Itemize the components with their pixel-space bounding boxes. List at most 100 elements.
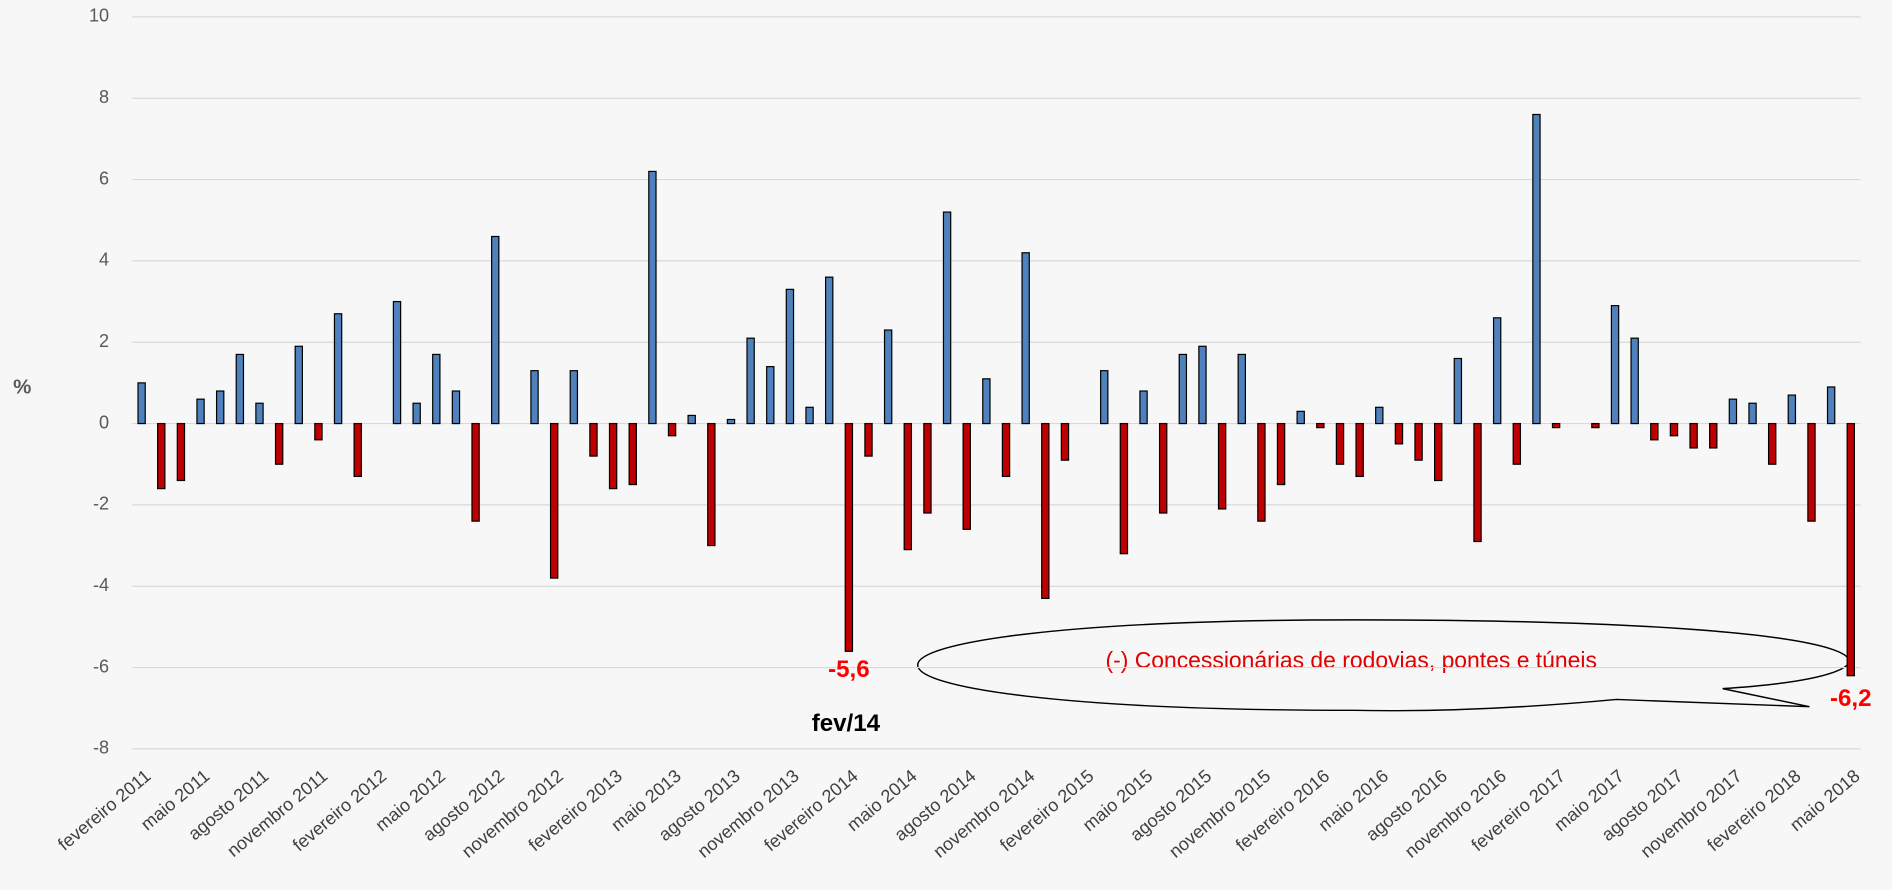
bar [1551,422,1561,429]
bar [1492,317,1502,425]
y-tick-label: 6 [99,168,109,188]
bar [1591,422,1600,429]
bar [726,418,736,425]
bar [687,414,696,425]
bar [451,390,461,425]
bar [628,422,637,486]
callout-bubble [916,619,1850,712]
bar [1119,422,1129,555]
bar [608,422,618,490]
bar [1060,422,1070,461]
bar [589,422,598,457]
x-tick-label: fevereiro 2011 [54,766,154,855]
bar [1394,422,1404,445]
bar [1728,398,1738,425]
bar [255,402,264,425]
data-label: -6,2 [1830,685,1872,712]
bar [1473,422,1482,543]
bar [1100,370,1109,425]
bar [1276,422,1286,486]
bar [549,422,559,579]
bar [569,370,579,425]
x-tick-label: novembro 2016 [1401,766,1510,862]
bar [1807,422,1816,522]
bar [1532,113,1541,425]
bar [1139,390,1148,425]
y-tick-label: -2 [93,494,109,514]
bar [1198,345,1207,425]
bar [864,422,873,457]
bar [1748,402,1757,425]
bar [648,170,657,425]
bar [923,422,932,514]
bar [1375,406,1384,425]
data-label: -5,6 [828,656,870,683]
bar [294,345,304,425]
bar [1217,422,1227,510]
y-tick-label: -6 [93,656,109,676]
x-tick-label: novembro 2017 [1637,766,1746,862]
bar [1453,357,1463,425]
bar [333,313,343,425]
bar [1512,422,1522,465]
bar [471,422,480,522]
bar [196,398,205,425]
bar [1355,422,1364,478]
x-tick-label: novembro 2013 [694,766,803,862]
x-tick-label: novembro 2011 [223,766,331,861]
x-tick-label: novembro 2014 [929,766,1038,862]
bar [1826,386,1836,425]
bar [314,422,323,441]
bar [1158,422,1168,514]
bar [746,337,755,425]
annotation: fev/14 [812,710,881,737]
bar [942,211,952,425]
bar [1257,422,1266,522]
bar [1767,422,1777,465]
bar [1434,422,1443,482]
callout-text: (-) Concessionárias de rodovias, pontes … [1105,647,1596,673]
x-tick-label: novembro 2012 [458,766,567,862]
bar [805,406,814,425]
bar [1237,353,1246,425]
bar [235,353,245,425]
bar [412,402,421,425]
y-tick-label: 10 [89,6,109,26]
bar [215,390,225,425]
bar [432,353,441,425]
bar [824,276,834,425]
bar [1846,422,1855,677]
bar [530,370,539,425]
y-tick-label: 4 [99,250,109,270]
bar [176,422,186,482]
bar [1669,422,1679,437]
bar [1021,252,1030,425]
bar [766,366,775,425]
bar [1001,422,1011,478]
y-tick-label: -8 [93,738,109,758]
y-tick-label: 8 [99,87,109,107]
bar [491,235,500,425]
bar [982,378,991,425]
y-tick-label: -4 [93,575,109,595]
bar [1610,305,1620,425]
bar [157,422,166,490]
y-tick-label: 0 [99,412,109,432]
bar [707,422,716,547]
bar [1296,410,1305,425]
bar [1689,422,1698,449]
bar [392,300,402,425]
bar [883,329,893,425]
bar [962,422,971,530]
bar [1335,422,1345,465]
bar [1414,422,1423,461]
bar [1787,394,1797,425]
bar [844,422,854,652]
bar [137,382,146,425]
bar [274,422,284,465]
bar [1041,422,1050,600]
bar [1316,422,1325,429]
bar [903,422,913,551]
bar [353,422,362,478]
